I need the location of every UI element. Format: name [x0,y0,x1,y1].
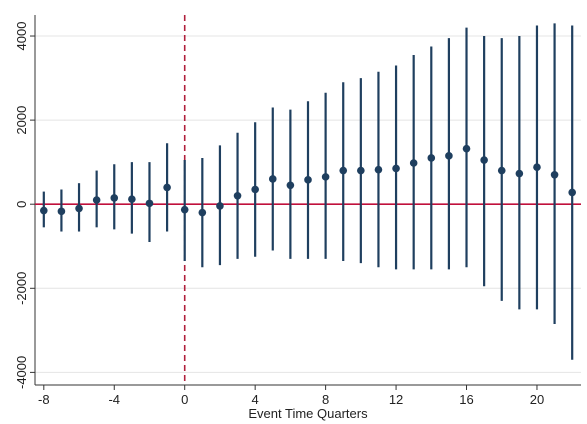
point [462,144,471,153]
x-axis-label: Event Time Quarters [248,406,368,421]
x-tick-label: 16 [459,392,473,407]
y-tick-label: 4000 [14,22,29,51]
point [57,207,66,216]
point [286,181,295,190]
point [533,163,541,172]
point [75,204,83,213]
point [216,202,224,210]
point [251,185,259,194]
point [268,175,277,183]
point [145,199,154,208]
point [427,154,436,162]
x-tick-label: -4 [108,392,120,407]
point [339,166,348,175]
point [40,206,48,215]
x-tick-label: 20 [530,392,544,407]
point [445,152,453,160]
y-tick-label: 2000 [14,106,29,135]
point [163,183,171,192]
x-tick-label: 8 [322,392,329,407]
point [480,156,488,164]
x-tick-label: 4 [252,392,259,407]
point [180,205,189,214]
point [357,166,365,175]
point [110,194,119,202]
point [374,165,383,174]
point [233,191,242,200]
point [409,159,418,167]
point [515,169,524,178]
point [128,195,136,203]
point [568,188,576,197]
point [92,196,101,204]
point [550,170,559,179]
y-tick-label: 0 [14,201,29,208]
point [304,176,312,184]
point [392,164,400,173]
point [198,208,207,217]
y-tick-label: -4000 [14,356,29,389]
point [497,166,506,175]
x-tick-label: 0 [181,392,188,407]
x-tick-label: -8 [38,392,50,407]
y-tick-label: -2000 [14,272,29,305]
point [321,173,330,181]
x-tick-label: 12 [389,392,403,407]
